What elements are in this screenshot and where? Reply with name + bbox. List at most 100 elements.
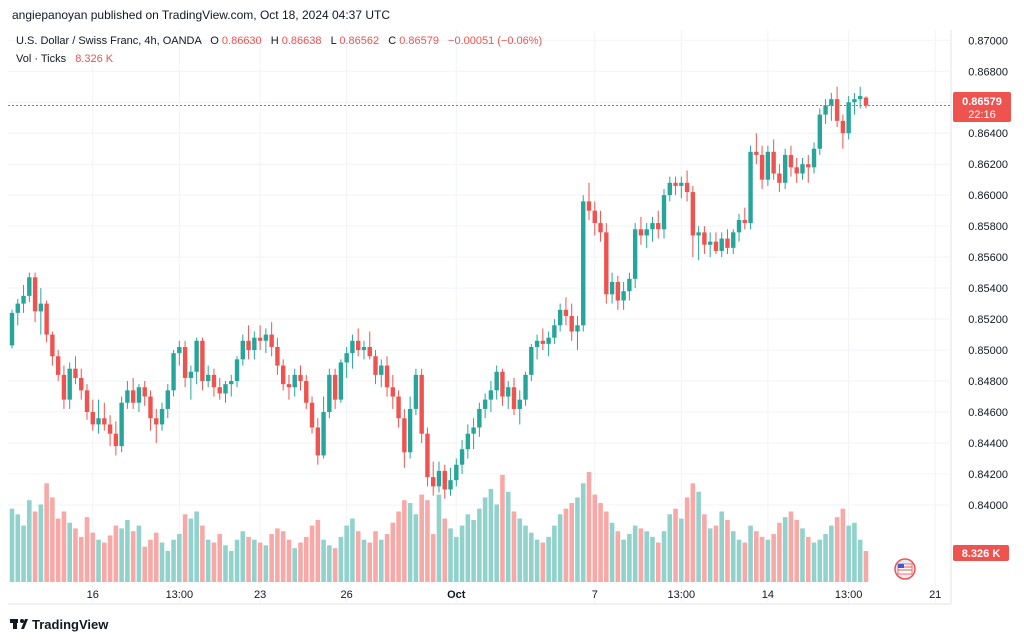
candle	[586, 182, 592, 220]
time-tick-label: 14	[762, 589, 774, 601]
volume-bar	[465, 514, 471, 582]
volume-bar	[765, 539, 771, 582]
candle	[494, 365, 499, 400]
candle-body	[713, 241, 719, 251]
candle	[102, 402, 107, 431]
time-axis[interactable]: 16 13:00 23 26 Oct 7 13:00 14 13:00 21	[87, 589, 942, 601]
candle	[696, 226, 701, 261]
candle	[517, 390, 522, 425]
volume-bar	[361, 539, 367, 582]
volume-bar	[27, 500, 32, 582]
volume-bar	[846, 525, 851, 582]
volume-bar	[771, 534, 776, 582]
candle	[511, 377, 517, 416]
candle	[857, 86, 863, 109]
candle-body	[656, 223, 661, 230]
candle-body	[379, 365, 384, 375]
volume-bar	[407, 503, 413, 582]
candle	[9, 309, 15, 349]
candle-body	[292, 374, 297, 388]
price-tick-label: 0.86000	[968, 190, 1008, 202]
volume-bar	[719, 511, 725, 582]
candle	[38, 288, 44, 335]
candle-body	[9, 312, 15, 346]
price-axis[interactable]: 0.870000.868000.866000.864000.862000.860…	[968, 35, 1008, 512]
candle-body	[234, 359, 240, 382]
candle-body	[384, 365, 390, 388]
volume-bar	[644, 531, 649, 582]
candle	[229, 374, 234, 397]
candle	[182, 340, 188, 388]
candle	[759, 145, 765, 189]
candle-body	[557, 309, 563, 326]
price-tick-label: 0.85200	[968, 314, 1008, 326]
volume-bar	[171, 539, 176, 582]
volume-bar	[240, 531, 246, 582]
candle-body	[50, 334, 55, 357]
tradingview-footer[interactable]: TradingView	[10, 617, 109, 632]
volume-bar	[453, 536, 459, 582]
candle	[356, 328, 361, 357]
candle-body	[79, 377, 84, 391]
volume-bar	[500, 474, 505, 582]
volume-bar	[332, 548, 338, 582]
volume-bar	[355, 531, 361, 582]
volume-bar	[119, 528, 124, 582]
volume-bar	[632, 525, 638, 582]
volume-bar	[402, 500, 407, 582]
bar-countdown: 22:16	[968, 109, 996, 121]
volume-bar	[286, 539, 292, 582]
volume-bar	[615, 531, 621, 582]
candle	[96, 399, 101, 434]
candle-body	[84, 390, 90, 413]
volume-bar	[153, 532, 159, 582]
volume-bar	[546, 536, 551, 582]
candle	[125, 381, 130, 409]
volume-bar	[309, 525, 315, 582]
volume-bar	[228, 550, 234, 582]
candle-body	[604, 232, 609, 295]
candle-body	[811, 148, 817, 168]
candle-body	[754, 151, 759, 155]
price-tick-label: 0.86400	[968, 128, 1008, 140]
candle	[777, 164, 782, 193]
volume-bar	[200, 525, 205, 582]
candle-body	[194, 340, 199, 372]
candle-body	[188, 371, 194, 378]
candle	[482, 393, 488, 419]
candle-body	[205, 374, 211, 382]
volume-bar	[494, 504, 499, 582]
candle	[782, 148, 788, 189]
volume-badge: 8.326 K	[953, 545, 1009, 561]
volume-bar	[534, 539, 540, 582]
candle	[286, 374, 292, 400]
candle-body	[165, 390, 170, 409]
candle-body	[396, 396, 401, 419]
price-tick-label: 0.84200	[968, 469, 1008, 481]
volume-bar	[165, 550, 171, 582]
candle	[211, 368, 217, 397]
candle-body	[130, 390, 136, 403]
candle-body	[500, 371, 505, 397]
candle-body	[482, 399, 488, 409]
candle-body	[119, 402, 124, 447]
candle-body	[419, 374, 424, 434]
currency-flag-icon[interactable]	[894, 558, 916, 580]
volume-bar	[84, 517, 90, 582]
candle-body	[511, 387, 517, 409]
volume-bar	[621, 539, 626, 582]
volume-bar	[713, 525, 719, 582]
candle-body	[823, 105, 828, 115]
candle	[592, 201, 597, 236]
volume-bar	[430, 534, 436, 582]
legend-low-value: 0.86562	[339, 35, 379, 47]
candle-body	[407, 408, 413, 453]
candle	[534, 334, 540, 360]
volume-bar	[38, 504, 44, 582]
candle	[731, 229, 736, 255]
candle-body	[125, 390, 130, 403]
candle-body	[517, 399, 522, 409]
legend-change: −0.00051 (−0.06%)	[448, 35, 542, 47]
candle-body	[269, 334, 274, 347]
